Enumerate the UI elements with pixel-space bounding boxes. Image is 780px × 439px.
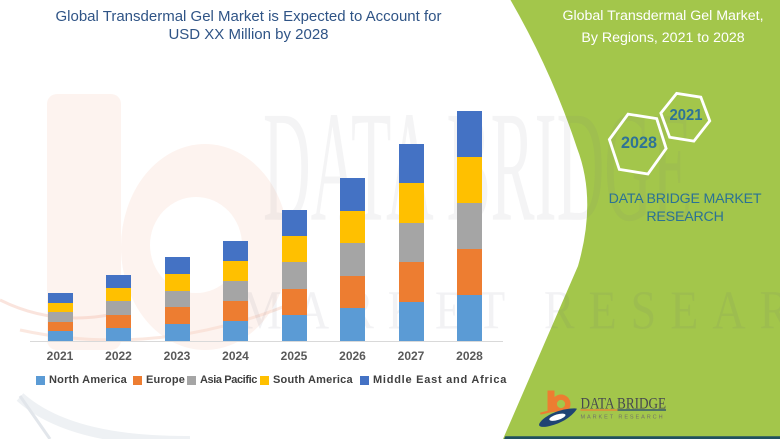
svg-text:DATA BRIDGE: DATA BRIDGE bbox=[581, 396, 667, 413]
svg-text:2028: 2028 bbox=[621, 133, 657, 152]
svg-text:2021: 2021 bbox=[670, 107, 703, 124]
svg-text:MARKET RESEARCH: MARKET RESEARCH bbox=[581, 415, 665, 421]
